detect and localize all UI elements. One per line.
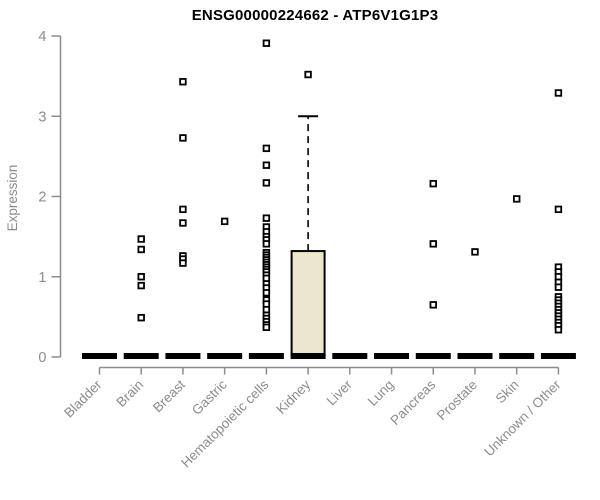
outlier-point bbox=[429, 301, 437, 309]
y-tick-label: 2 bbox=[38, 190, 46, 206]
median-line bbox=[207, 353, 243, 359]
outlier-point bbox=[429, 179, 437, 188]
outlier-point bbox=[262, 161, 271, 169]
outlier-point bbox=[262, 144, 271, 153]
outlier-point bbox=[262, 214, 271, 222]
outlier-point bbox=[137, 313, 145, 322]
x-category-label: Bladder bbox=[61, 377, 105, 421]
x-category-label: Skin bbox=[493, 377, 522, 406]
y-tick-label: 1 bbox=[38, 270, 46, 286]
x-category-label: Prostate bbox=[434, 377, 480, 423]
median-line bbox=[165, 353, 201, 359]
x-category-label: Lung bbox=[365, 377, 397, 409]
median-line bbox=[457, 353, 493, 359]
median-line bbox=[82, 353, 117, 359]
x-category-label: Unknown / Other bbox=[481, 377, 564, 460]
x-category-label: Kidney bbox=[273, 377, 313, 417]
x-category-label: Pancreas bbox=[387, 377, 438, 428]
x-category-label: Breast bbox=[150, 377, 188, 415]
median-line bbox=[374, 353, 410, 359]
median-line bbox=[123, 353, 159, 359]
x-category-label: Gastric bbox=[189, 377, 230, 418]
outlier-point bbox=[137, 281, 145, 290]
y-tick-label: 0 bbox=[38, 350, 46, 366]
outlier-point bbox=[137, 235, 145, 243]
median-line bbox=[540, 353, 576, 359]
outlier-point bbox=[179, 134, 187, 142]
outlier-point bbox=[262, 240, 271, 248]
outlier-point bbox=[262, 179, 271, 187]
outlier-point bbox=[429, 240, 437, 248]
outlier-point bbox=[513, 195, 521, 203]
outlier-point bbox=[304, 70, 312, 79]
outlier-point bbox=[179, 78, 187, 86]
x-category-label: Brain bbox=[113, 377, 146, 410]
outlier-point bbox=[262, 289, 271, 297]
outlier-point bbox=[554, 205, 563, 214]
y-tick-label: 4 bbox=[38, 29, 46, 45]
chart-title: ENSG00000224662 - ATP6V1G1P3 bbox=[191, 7, 439, 24]
outlier-point bbox=[471, 248, 479, 256]
outlier-point bbox=[220, 217, 229, 226]
x-category-label: Liver bbox=[324, 377, 356, 409]
outlier-point bbox=[262, 39, 271, 47]
median-line bbox=[248, 353, 284, 359]
outlier-point bbox=[554, 89, 563, 97]
outlier-point bbox=[262, 323, 271, 332]
median-line bbox=[499, 353, 535, 359]
outlier-point bbox=[179, 259, 187, 267]
outlier-point bbox=[137, 245, 145, 254]
outlier-point bbox=[179, 219, 187, 227]
median-line bbox=[332, 353, 368, 359]
median-line bbox=[290, 353, 326, 359]
outlier-point bbox=[179, 205, 187, 214]
box-Kidney bbox=[290, 250, 326, 357]
outlier-point bbox=[137, 273, 145, 281]
outlier-point bbox=[554, 326, 563, 334]
median-line bbox=[415, 353, 451, 359]
outlier-point bbox=[554, 283, 563, 291]
y-tick-label: 3 bbox=[38, 109, 46, 125]
